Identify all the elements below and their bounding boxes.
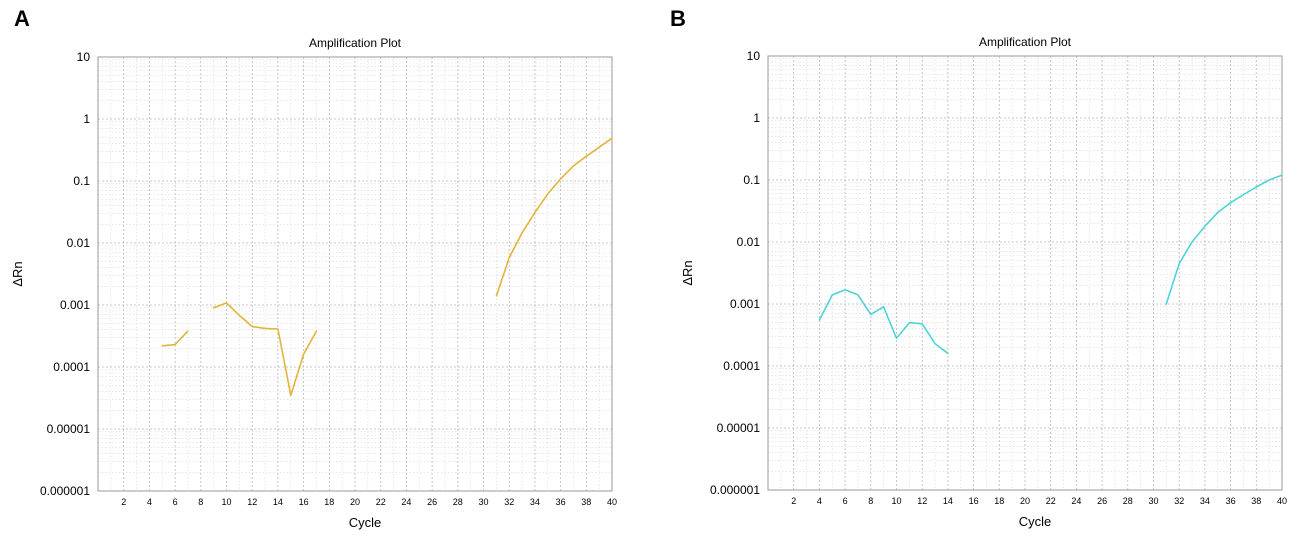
x-tick-label: 30 bbox=[1148, 496, 1158, 506]
x-tick-label: 12 bbox=[247, 497, 257, 507]
x-tick-label: 40 bbox=[1277, 496, 1287, 506]
y-tick-label: 0.01 bbox=[67, 236, 91, 250]
x-tick-label: 28 bbox=[453, 497, 463, 507]
x-tick-label: 32 bbox=[504, 497, 514, 507]
x-tick-label: 26 bbox=[427, 497, 437, 507]
series-line bbox=[212, 302, 318, 397]
y-tick-label: 0.00001 bbox=[717, 421, 761, 435]
y-tick-label: 0.0001 bbox=[723, 359, 760, 373]
x-tick-label: 10 bbox=[221, 497, 231, 507]
x-tick-label: 32 bbox=[1174, 496, 1184, 506]
x-tick-label: 14 bbox=[943, 496, 953, 506]
x-tick-label: 22 bbox=[1046, 496, 1056, 506]
series-line bbox=[495, 137, 613, 297]
series-line bbox=[818, 288, 949, 355]
y-tick-label: 1 bbox=[753, 111, 760, 125]
x-tick-label: 2 bbox=[121, 497, 126, 507]
y-tick-label: 1 bbox=[83, 112, 90, 126]
panel-letter: B bbox=[670, 6, 686, 31]
x-tick-label: 14 bbox=[273, 497, 283, 507]
y-tick-label: 0.000001 bbox=[40, 484, 90, 498]
x-axis-label: Cycle bbox=[349, 515, 382, 530]
x-tick-label: 16 bbox=[969, 496, 979, 506]
x-tick-label: 28 bbox=[1123, 496, 1133, 506]
x-tick-label: 24 bbox=[1071, 496, 1081, 506]
y-tick-label: 0.000001 bbox=[710, 483, 760, 497]
x-tick-label: 26 bbox=[1097, 496, 1107, 506]
y-axis-label: ΔRn bbox=[10, 261, 25, 286]
x-tick-label: 24 bbox=[401, 497, 411, 507]
x-tick-label: 10 bbox=[891, 496, 901, 506]
x-tick-label: 18 bbox=[994, 496, 1004, 506]
y-tick-label: 10 bbox=[747, 49, 761, 63]
plot-frame bbox=[97, 56, 613, 492]
series-line bbox=[1165, 174, 1283, 305]
x-tick-label: 4 bbox=[147, 497, 152, 507]
x-tick-label: 8 bbox=[868, 496, 873, 506]
x-tick-label: 22 bbox=[376, 497, 386, 507]
x-tick-label: 6 bbox=[173, 497, 178, 507]
x-tick-label: 38 bbox=[581, 497, 591, 507]
x-axis-label: Cycle bbox=[1019, 514, 1052, 529]
x-tick-label: 18 bbox=[324, 497, 334, 507]
y-tick-label: 10 bbox=[77, 50, 91, 64]
x-tick-label: 16 bbox=[299, 497, 309, 507]
plot-title: Amplification Plot bbox=[309, 36, 402, 50]
x-tick-label: 20 bbox=[350, 497, 360, 507]
y-axis-label: ΔRn bbox=[680, 260, 695, 285]
x-tick-label: 36 bbox=[1226, 496, 1236, 506]
x-tick-label: 20 bbox=[1020, 496, 1030, 506]
plot-title: Amplification Plot bbox=[979, 35, 1072, 49]
x-tick-label: 34 bbox=[530, 497, 540, 507]
x-tick-label: 2 bbox=[791, 496, 796, 506]
x-tick-label: 4 bbox=[817, 496, 822, 506]
x-tick-label: 40 bbox=[607, 497, 617, 507]
panel-b: B Amplification Plot 0.000001 0.00001 0.0001… bbox=[670, 6, 1287, 529]
x-tick-label: 8 bbox=[198, 497, 203, 507]
x-tick-label: 34 bbox=[1200, 496, 1210, 506]
x-tick-label: 36 bbox=[556, 497, 566, 507]
y-tick-label: 0.001 bbox=[730, 297, 760, 311]
y-tick-label: 0.1 bbox=[743, 173, 760, 187]
x-tick-label: 6 bbox=[843, 496, 848, 506]
y-tick-label: 0.0001 bbox=[53, 360, 90, 374]
x-tick-label: 38 bbox=[1251, 496, 1261, 506]
y-tick-label: 0.01 bbox=[737, 235, 761, 249]
y-tick-label: 0.001 bbox=[60, 298, 90, 312]
x-tick-label: 30 bbox=[478, 497, 488, 507]
x-tick-label: 12 bbox=[917, 496, 927, 506]
y-tick-label: 0.1 bbox=[73, 174, 90, 188]
y-tick-label: 0.00001 bbox=[47, 422, 91, 436]
panel-letter: A bbox=[14, 6, 30, 31]
panel-a: A Amplification Plot 0.000001 0.00001 0.0001… bbox=[10, 6, 617, 530]
series-line bbox=[161, 330, 189, 347]
plot-frame bbox=[767, 55, 1283, 491]
